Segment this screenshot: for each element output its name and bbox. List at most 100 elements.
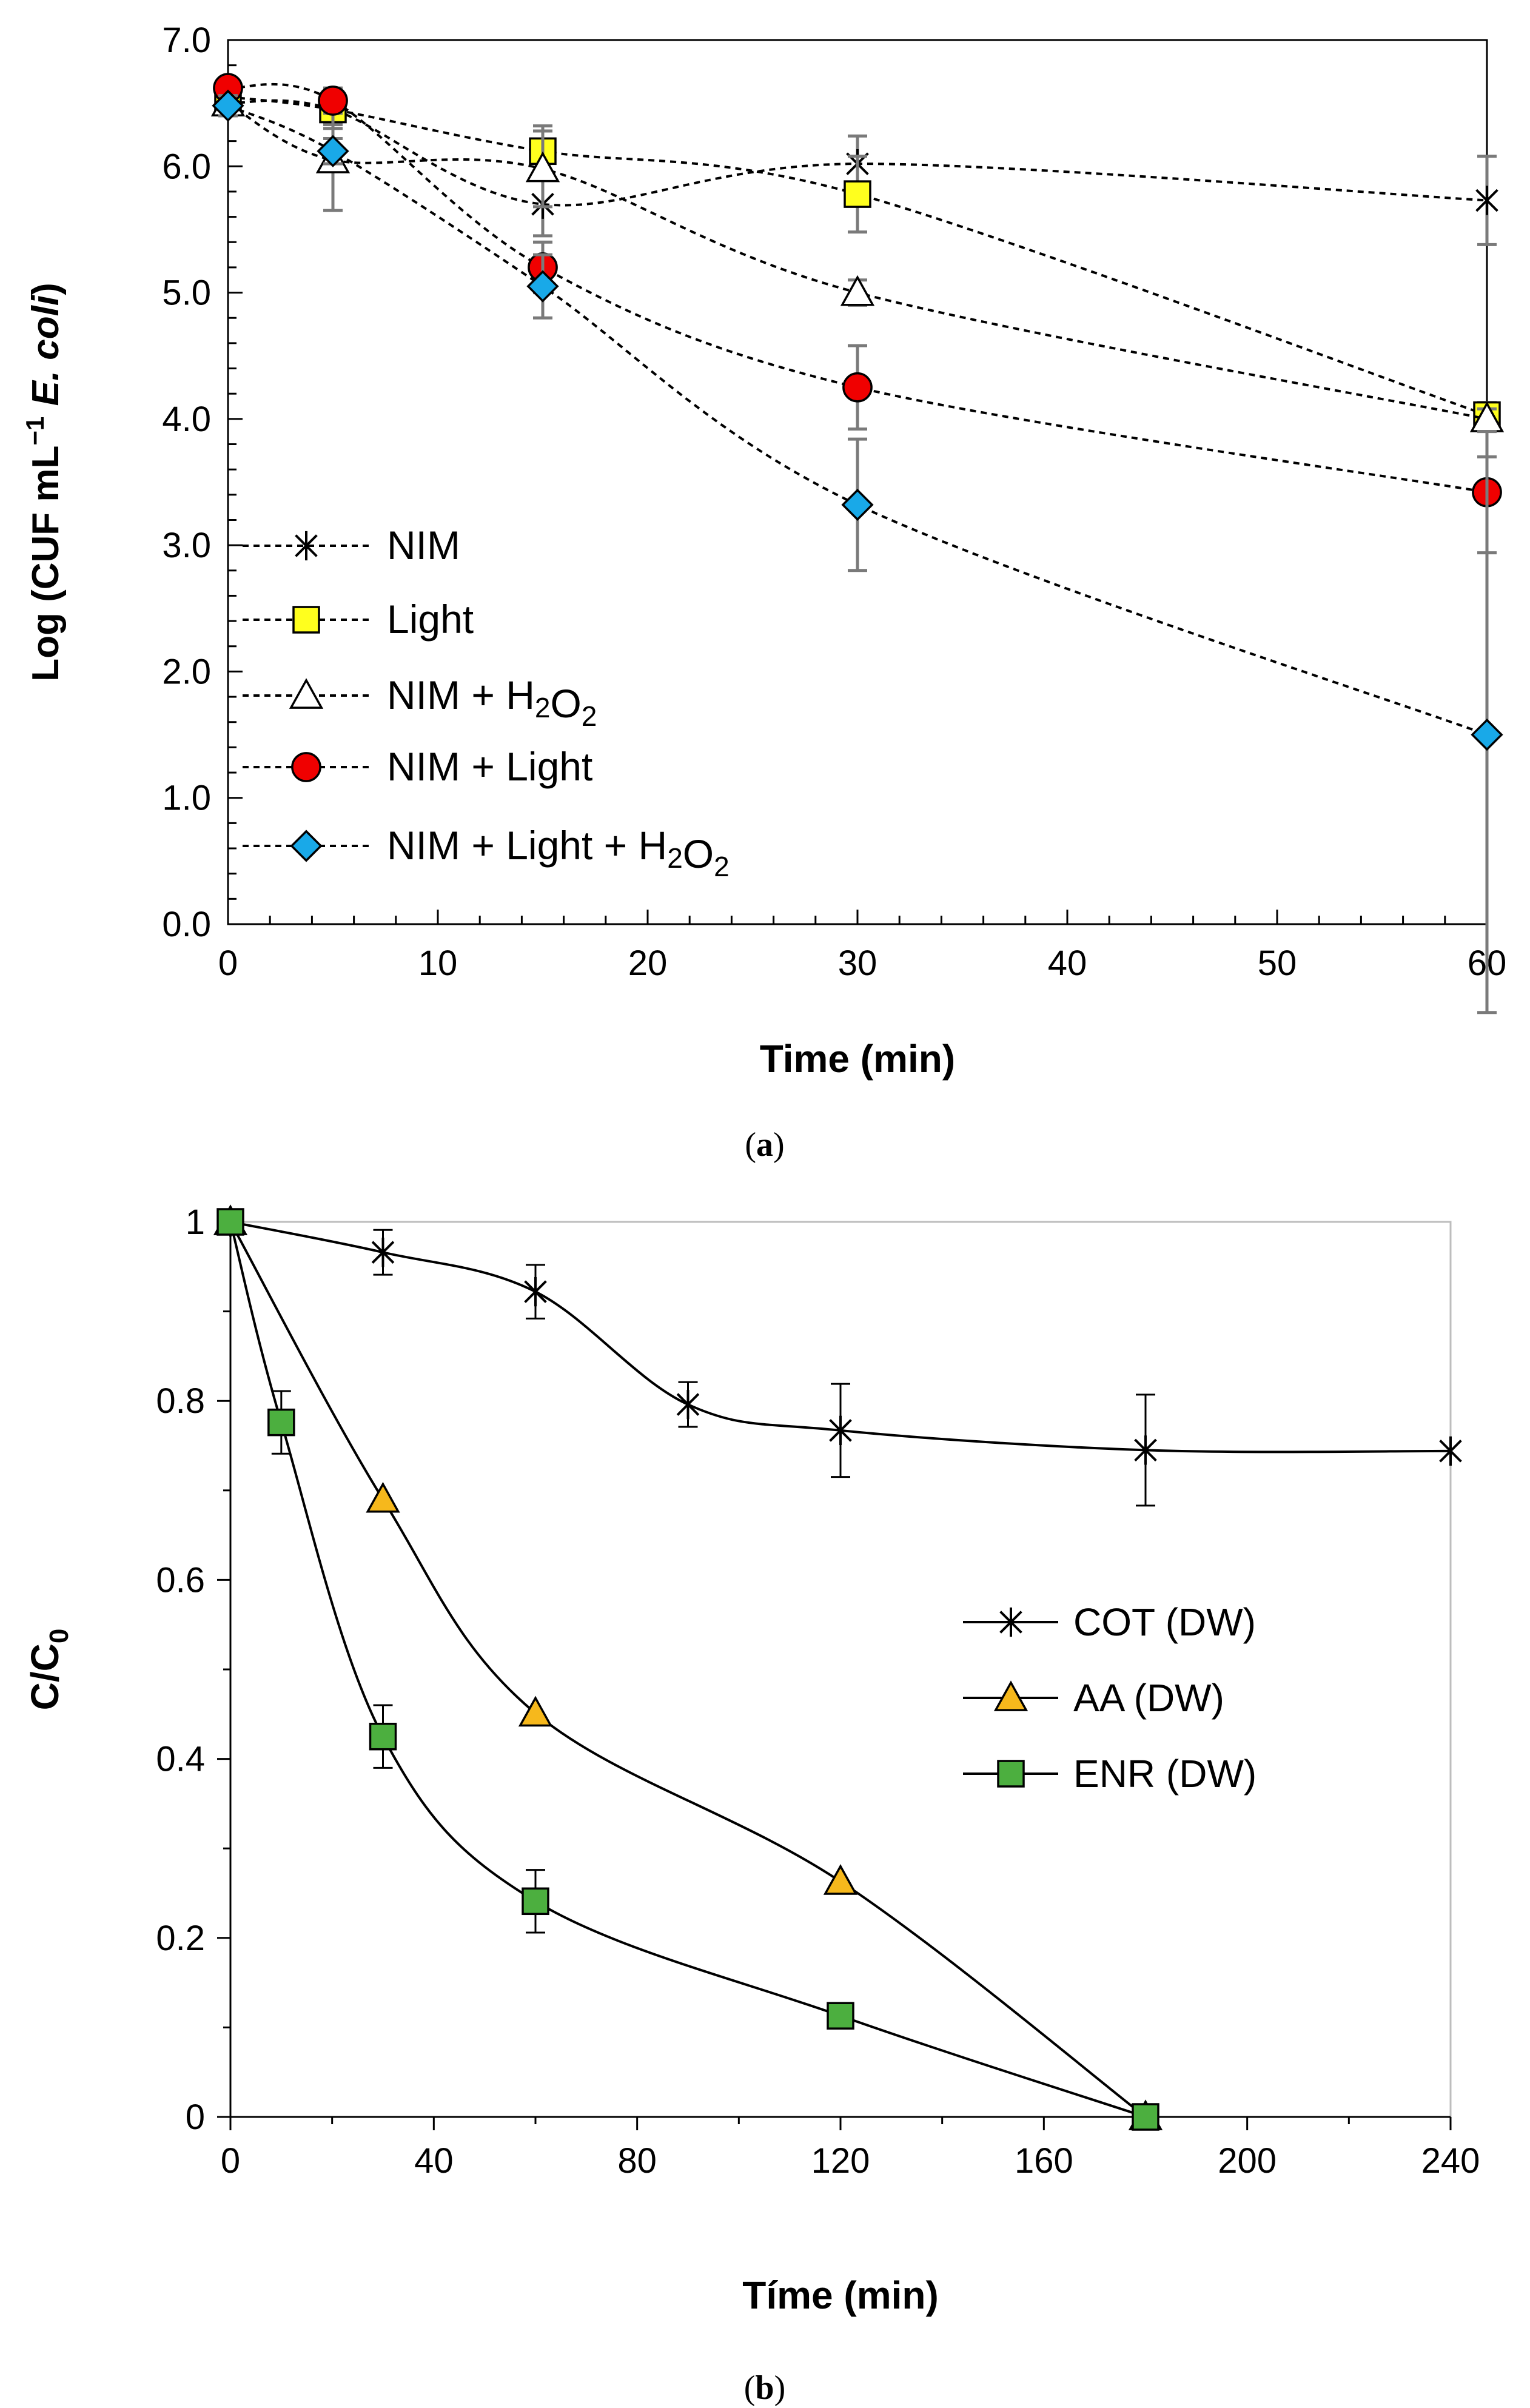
y-tick-label: 4.0 — [162, 400, 211, 439]
legend-label: NIM — [387, 523, 460, 568]
y-title-superscript: −1 — [21, 417, 49, 446]
legend-text: Light — [387, 597, 474, 642]
x-tick-label: 240 — [1421, 2141, 1480, 2181]
y-tick-label: 1 — [186, 1202, 205, 1242]
legend-subscript: 2 — [667, 842, 683, 874]
caption-a: (a) — [745, 1126, 784, 1164]
y-title-part: C/C — [23, 1643, 67, 1710]
data-point — [823, 1864, 858, 1895]
x-tick-label: 80 — [617, 2141, 657, 2181]
y-tick-label: 1.0 — [162, 779, 211, 818]
legend-marker — [289, 678, 324, 709]
data-point — [267, 1408, 295, 1437]
caption-letter: b — [755, 2369, 774, 2407]
legend-subscript: 2 — [535, 692, 551, 723]
series-aa-dw- — [213, 1204, 1163, 2130]
y-title-part: Log (CUF mL — [25, 446, 67, 682]
data-point — [216, 1208, 244, 1236]
legend-text: NIM + Light + H — [387, 823, 667, 868]
plot-frame — [229, 1221, 1452, 2118]
y-tick-label: 0.8 — [156, 1381, 205, 1421]
y-axis-title: C/C0 — [23, 1629, 74, 1711]
x-tick-label: 160 — [1015, 2141, 1073, 2181]
y-tick-label: 0.0 — [162, 905, 211, 944]
series-nim-light-h2o2 — [212, 89, 1503, 1015]
series-line — [227, 82, 1488, 494]
x-tick-label: 50 — [1258, 944, 1297, 983]
legend-marker — [997, 1760, 1025, 1788]
y-title-subscript: 0 — [44, 1629, 74, 1643]
y-tick-label: 0 — [186, 2098, 205, 2137]
caption-paren: ( — [744, 2369, 756, 2407]
y-tick-label: 0.6 — [156, 1560, 205, 1600]
legend-text: O — [683, 831, 714, 876]
x-tick-label: 40 — [1048, 944, 1087, 983]
series-enr-dw- — [216, 1208, 1159, 2131]
legend-text: NIM — [387, 523, 460, 568]
data-point — [371, 1238, 395, 1267]
caption-paren: ) — [774, 2369, 786, 2407]
x-tick-label: 200 — [1218, 2141, 1277, 2181]
x-axis-title: Time (min) — [760, 1037, 955, 1081]
legend-marker — [290, 830, 323, 862]
data-point — [524, 1276, 547, 1307]
y-tick-label: 3.0 — [162, 526, 211, 565]
data-point — [526, 270, 559, 303]
data-point — [1439, 1436, 1462, 1466]
x-tick-label: 120 — [811, 2141, 870, 2181]
legend-marker — [292, 606, 320, 634]
legend-text: NIM + H — [387, 672, 535, 717]
series-cot-dw- — [219, 1207, 1462, 1507]
caption-paren: ) — [773, 1126, 785, 1164]
legend-subscript: 2 — [714, 851, 730, 882]
y-tick-label: 2.0 — [162, 652, 211, 691]
data-point — [844, 180, 871, 208]
legend-label: COT (DW) — [1073, 1600, 1256, 1644]
legend-subscript: 2 — [582, 700, 597, 732]
y-tick-label: 0.2 — [156, 1919, 205, 1958]
data-point — [827, 2002, 854, 2030]
y-title-part — [25, 406, 67, 417]
legend-label: ENR (DW) — [1073, 1752, 1257, 1796]
y-tick-label: 7.0 — [162, 21, 211, 60]
series-line — [227, 99, 1488, 207]
data-point — [842, 372, 873, 403]
legend-marker — [999, 1607, 1022, 1637]
data-point — [1471, 718, 1503, 751]
legend-text: NIM + Light — [387, 744, 592, 789]
data-point — [366, 1481, 400, 1513]
data-point — [212, 89, 244, 122]
legend-label: NIM + Light + H2O2 — [387, 823, 730, 882]
caption-b: (b) — [744, 2369, 785, 2407]
legend-text: O — [550, 681, 581, 726]
data-point — [518, 1695, 553, 1727]
y-title-part: ) — [25, 283, 67, 295]
data-point — [676, 1389, 700, 1420]
data-point — [829, 1415, 852, 1446]
legend-marker — [295, 531, 318, 561]
data-point — [1132, 2103, 1159, 2131]
y-tick-label: 5.0 — [162, 273, 211, 313]
legend-marker — [993, 1680, 1028, 1711]
data-point — [369, 1722, 397, 1751]
series-line — [229, 1221, 1147, 2118]
x-tick-label: 10 — [418, 944, 458, 983]
x-tick-label: 20 — [628, 944, 668, 983]
x-tick-label: 30 — [838, 944, 877, 983]
legend-marker — [291, 752, 321, 782]
caption-paren: ( — [745, 1126, 756, 1164]
caption-letter: a — [756, 1126, 773, 1164]
data-point — [1134, 1435, 1157, 1465]
y-axis-title: Log (CUF mL−1 E. coli) — [21, 283, 67, 682]
legend-label: NIM + Light — [387, 744, 592, 789]
data-point — [318, 86, 348, 116]
series-line — [230, 1221, 1451, 1454]
x-tick-label: 40 — [414, 2141, 454, 2181]
y-title-italic: E. coli — [25, 294, 67, 406]
x-axis-title: Tíme (min) — [742, 2273, 939, 2317]
data-point — [317, 135, 349, 167]
data-point — [840, 275, 875, 306]
data-point — [522, 1887, 549, 1916]
